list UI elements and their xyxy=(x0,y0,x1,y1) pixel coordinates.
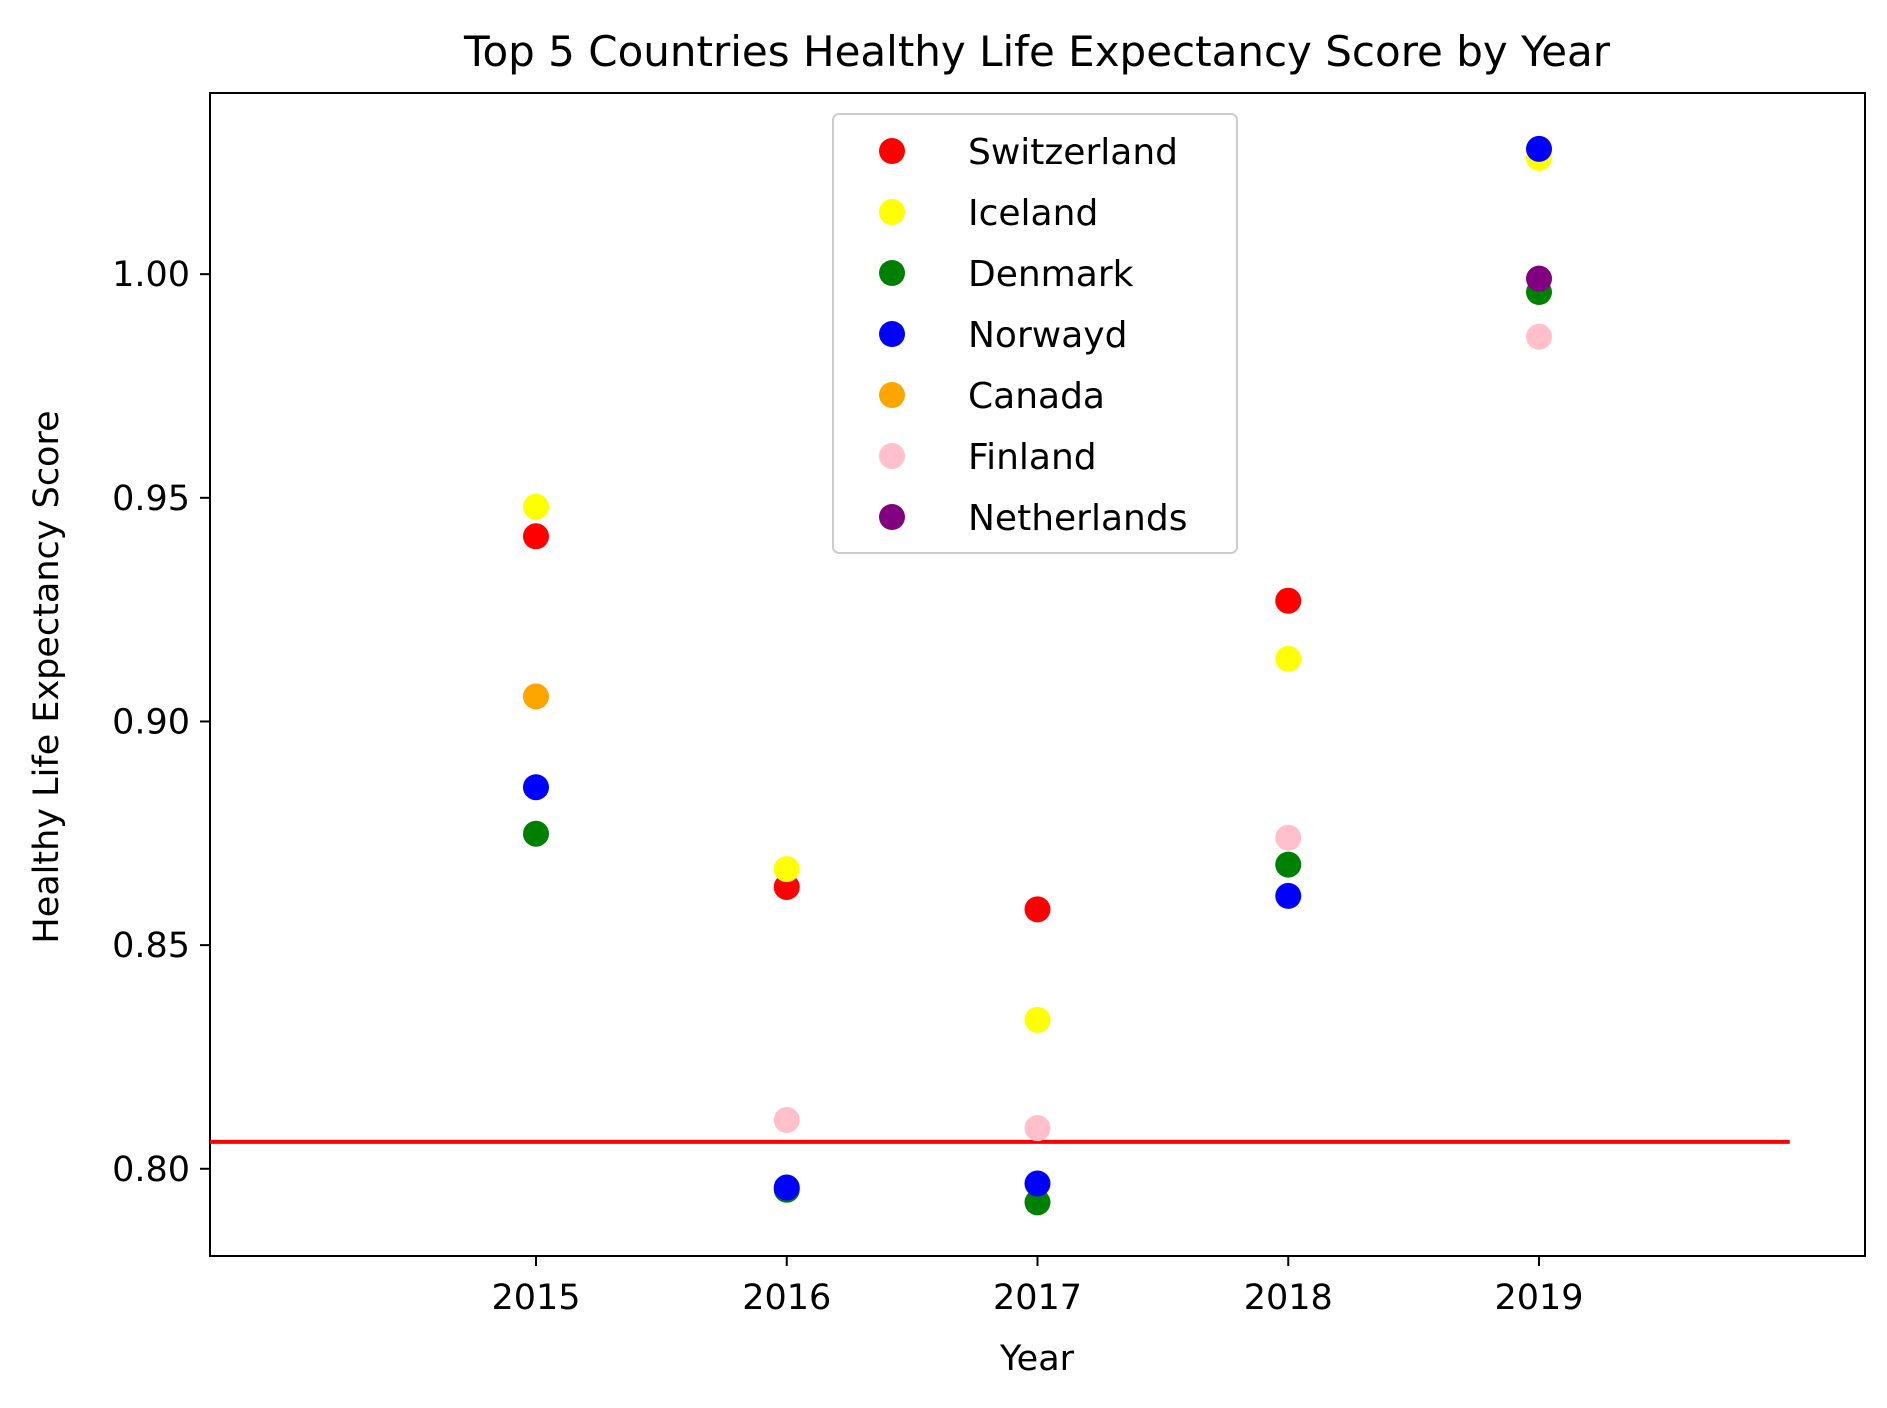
point-norwayd xyxy=(773,1174,800,1201)
chart-title: Top 5 Countries Healthy Life Expectancy … xyxy=(463,27,1611,76)
legend-label: Netherlands xyxy=(968,498,1187,539)
legend-label: Norwayd xyxy=(968,315,1127,356)
point-iceland xyxy=(773,856,800,883)
point-switzerland xyxy=(1275,587,1302,614)
point-denmark xyxy=(522,820,549,847)
y-tick-label: 0.80 xyxy=(112,1150,190,1190)
legend-label: Canada xyxy=(968,376,1105,417)
point-iceland xyxy=(1024,1006,1051,1033)
y-tick-label: 0.95 xyxy=(112,479,190,519)
legend-label: Iceland xyxy=(968,193,1098,234)
point-finland xyxy=(1275,824,1302,851)
point-canada xyxy=(522,683,549,710)
point-norwayd xyxy=(1024,1170,1051,1197)
y-axis-title: Healthy Life Expectancy Score xyxy=(27,410,67,943)
point-switzerland xyxy=(522,523,549,550)
x-tick-label: 2017 xyxy=(993,1278,1082,1318)
point-norwayd xyxy=(1275,882,1302,909)
point-finland xyxy=(773,1107,800,1134)
x-tick-label: 2016 xyxy=(742,1278,831,1318)
x-tick-label: 2019 xyxy=(1494,1278,1583,1318)
point-finland xyxy=(1024,1115,1051,1142)
legend-marker xyxy=(879,382,905,408)
legend-marker xyxy=(879,260,905,286)
point-switzerland xyxy=(1024,896,1051,923)
y-tick-label: 0.85 xyxy=(112,926,190,966)
legend-marker xyxy=(879,138,905,164)
legend-label: Finland xyxy=(968,437,1097,478)
legend-marker xyxy=(879,504,905,530)
point-norwayd xyxy=(522,774,549,801)
point-switzerland xyxy=(773,873,800,900)
x-axis-title: Year xyxy=(999,1339,1075,1379)
point-netherlands xyxy=(1526,265,1553,292)
x-tick-label: 2015 xyxy=(491,1278,580,1318)
legend-label: Denmark xyxy=(968,254,1134,295)
y-tick-label: 0.90 xyxy=(112,702,190,742)
point-iceland xyxy=(1275,645,1302,672)
legend: Switzerland Iceland Denmark Norwayd Canada Fi… xyxy=(832,113,1238,554)
legend-box xyxy=(832,113,1238,554)
point-norwayd xyxy=(1526,135,1553,162)
legend-marker xyxy=(879,321,905,347)
point-denmark xyxy=(1275,851,1302,878)
legend-label: Switzerland xyxy=(968,132,1178,173)
point-denmark xyxy=(1024,1189,1051,1216)
legend-marker xyxy=(879,443,905,469)
legend-marker xyxy=(879,199,905,225)
x-tick-label: 2018 xyxy=(1244,1278,1333,1318)
plot-area: 2015 2016 2017 2018 2019 0.80 0.85 0.90 0.95 1.00 xyxy=(112,92,1866,1318)
point-iceland xyxy=(522,493,549,520)
y-tick-label: 1.00 xyxy=(112,255,190,295)
point-finland xyxy=(1526,323,1553,350)
